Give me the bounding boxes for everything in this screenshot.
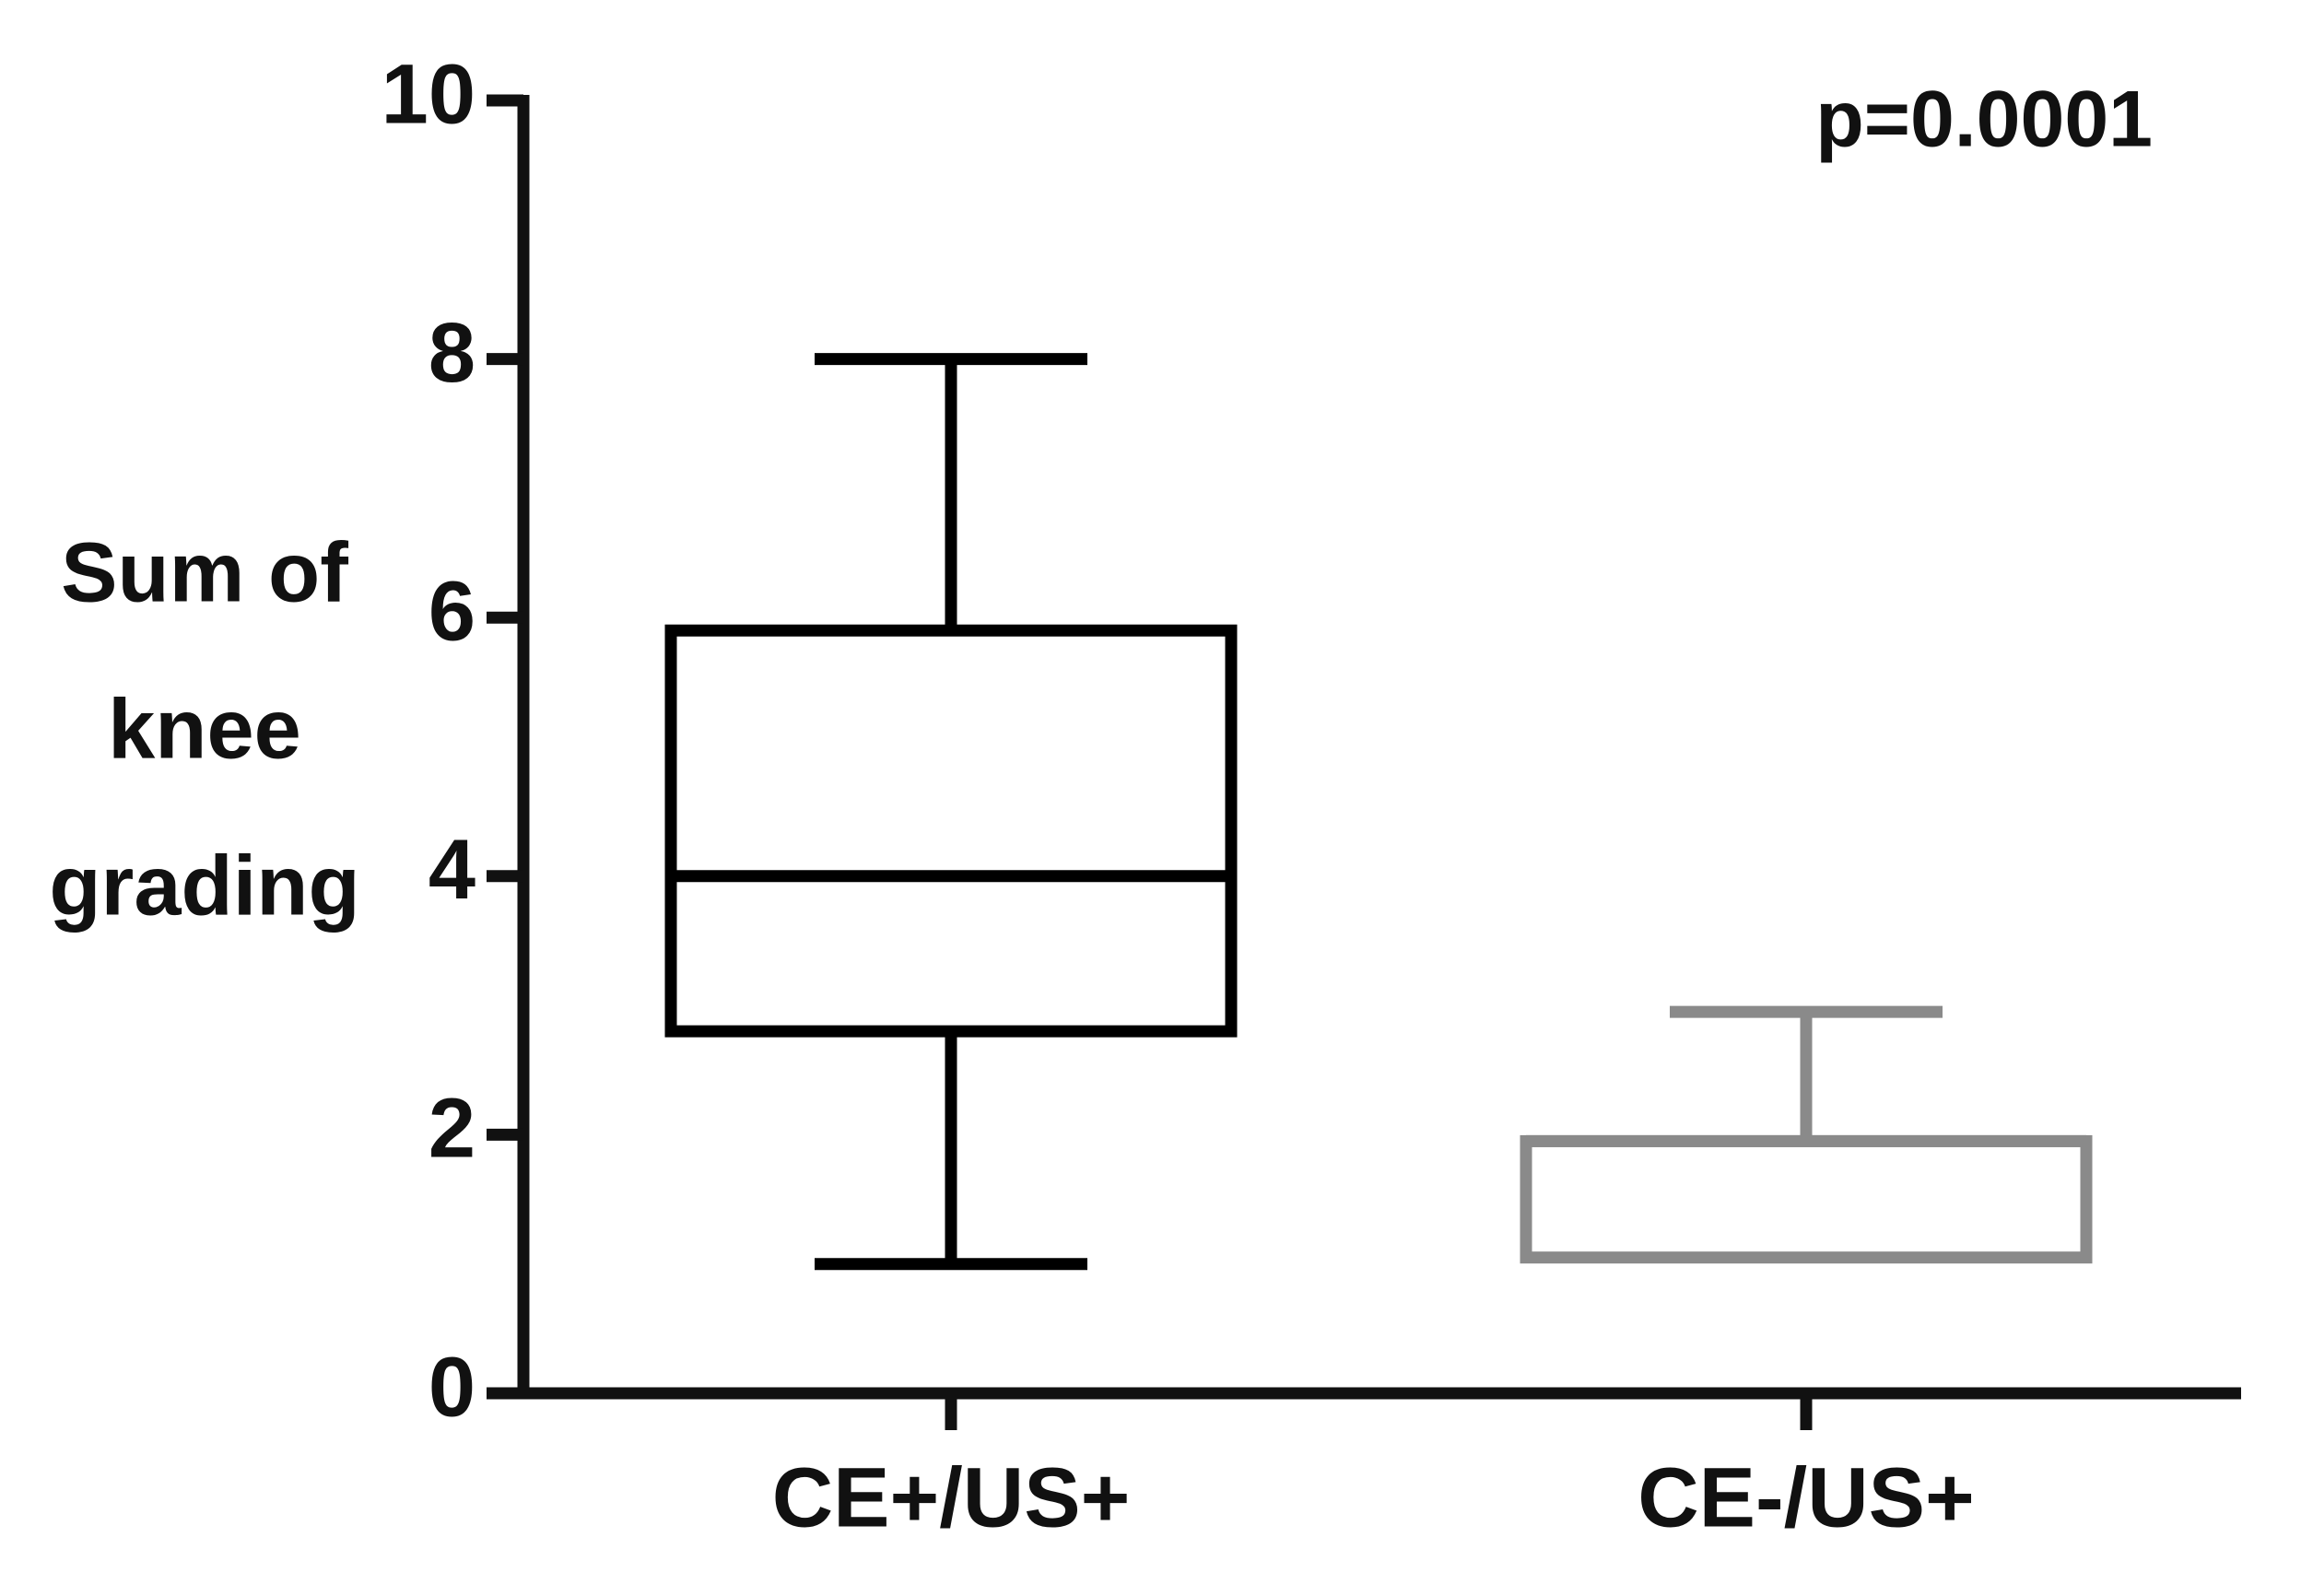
y-tick-label: 2	[429, 1082, 475, 1176]
y-axis-label: knee	[108, 682, 301, 776]
x-tick-label: CE-/US+	[1638, 1450, 1975, 1544]
box	[1520, 1134, 2093, 1264]
y-tick-label: 10	[382, 47, 475, 141]
y-tick-label: 6	[429, 564, 475, 658]
annotation: p=0.0001	[1815, 76, 2153, 164]
y-tick-label: 4	[429, 823, 475, 917]
y-axis-label: grading	[49, 839, 359, 933]
y-tick-label: 8	[429, 306, 475, 400]
box	[664, 624, 1238, 1038]
x-tick-label: CE+/US+	[772, 1450, 1131, 1544]
y-tick-label: 0	[429, 1340, 475, 1434]
y-axis-label: Sum of	[61, 525, 348, 619]
